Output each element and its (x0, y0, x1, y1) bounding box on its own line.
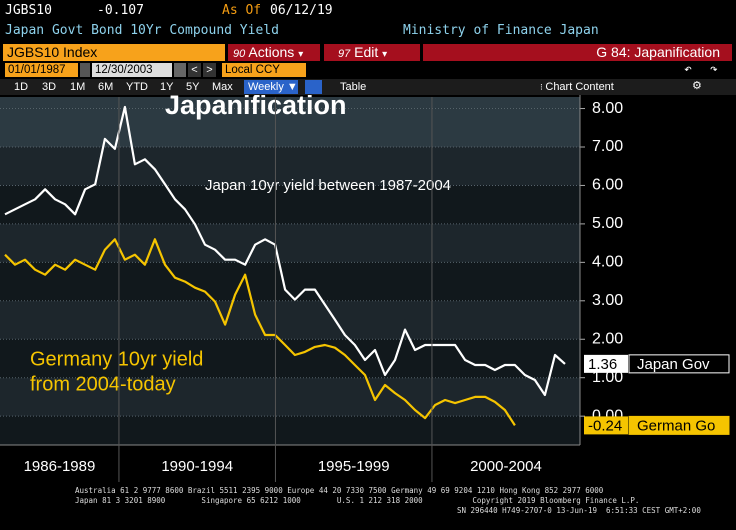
band (0, 416, 580, 445)
band (0, 223, 580, 263)
end-date-text: 12/30/2003 (95, 64, 153, 76)
security-tab[interactable]: JGBS10 Index (3, 44, 225, 61)
toolbar (0, 79, 736, 95)
x-period-label: 1986-1989 (24, 458, 96, 475)
x-period-label: 1990-1994 (161, 458, 233, 475)
prev-button[interactable]: < (188, 63, 201, 77)
y-tick-label: 6.00 (592, 177, 623, 194)
chart-title: Japanification (165, 90, 347, 120)
last-value-box (584, 416, 628, 435)
period-button[interactable]: 1Y (160, 81, 174, 93)
legend-box (628, 415, 730, 435)
actions-menu[interactable]: 90 Actions ▾ (228, 44, 320, 61)
y-tick-label: 2.00 (592, 330, 623, 347)
frequency-text: Weekly (248, 81, 284, 93)
y-tick-label: 8.00 (592, 100, 623, 117)
security-name: Japan Govt Bond 10Yr Compound Yield (5, 23, 279, 38)
chart-content-button[interactable]: ⁝ Chart Content (540, 81, 614, 93)
last-value: -0.107 (97, 3, 144, 18)
source: Ministry of Finance Japan (403, 23, 599, 38)
bands (0, 97, 580, 445)
period-button[interactable]: 6M (98, 81, 114, 93)
start-date[interactable]: 01/01/1987 (5, 63, 78, 77)
redo-icon[interactable]: ↷ (710, 62, 718, 77)
y-tick-label: 5.00 (592, 215, 623, 232)
currency-select[interactable]: Local CCY (222, 63, 306, 77)
ticker: JGBS10 (5, 3, 52, 18)
series-line (4, 105, 566, 397)
legend-entry: Japan Gov (637, 356, 710, 373)
annotation: Japan 10yr yield between 1987-2004 (205, 177, 451, 194)
start-date-text: 01/01/1987 (8, 64, 66, 76)
as-of-date: 06/12/19 (270, 3, 333, 18)
page-label: G 84: Japanification (596, 44, 720, 60)
end-date[interactable]: 12/30/2003 (92, 63, 172, 77)
page-tab: G 84: Japanification (423, 44, 732, 61)
chart-content-text: Chart Content (545, 81, 614, 93)
band (0, 339, 580, 378)
menu-label: Edit (354, 44, 379, 60)
footer-line: Japan 81 3 3201 8900 Singapore 65 6212 1… (75, 496, 640, 505)
band (0, 97, 580, 109)
frequency-select[interactable]: Weekly ▼ (244, 80, 298, 94)
period-button[interactable]: 3D (42, 81, 57, 93)
last-value-label: 1.36 (588, 356, 617, 373)
menu-code: 97 (338, 48, 351, 60)
settings-icon[interactable]: ⚙ (692, 80, 702, 92)
chart-icon[interactable] (305, 80, 322, 94)
as-of-label: As Of (222, 3, 262, 18)
y-tick-label: 3.00 (592, 292, 623, 309)
x-axis: 1986-1989 1990-1994 1995-1999 2000-2004 (0, 97, 580, 482)
series-line (4, 238, 516, 426)
legend-box (628, 354, 730, 374)
y-axis: 0.001.002.003.004.005.006.007.008.001.36… (579, 95, 730, 445)
lines (4, 105, 566, 426)
band (0, 300, 580, 340)
security-label: JGBS10 Index (7, 44, 98, 60)
footer-line: Australia 61 2 9777 8600 Brazil 5511 239… (75, 486, 604, 495)
y-tick-label: 1.00 (592, 369, 623, 386)
period-button[interactable]: 1D (14, 81, 29, 93)
period-button[interactable]: YTD (126, 81, 148, 93)
period-button[interactable]: 1M (70, 81, 86, 93)
x-period-label: 2000-2004 (470, 458, 542, 475)
period-button[interactable]: Max (212, 81, 233, 93)
last-value-box (584, 354, 628, 373)
menu-code: 90 (233, 48, 246, 60)
range-separator (80, 63, 90, 77)
menu-label: Actions (248, 44, 295, 60)
next-button[interactable]: > (203, 63, 216, 77)
footer-line: SN 296440 H749-2707-0 13-Jun-19 6:51:33 … (457, 506, 701, 515)
currency-text: Local CCY (225, 64, 280, 76)
edit-menu[interactable]: 97 Edit ▾ (324, 44, 420, 61)
x-period-label: 1995-1999 (318, 458, 390, 475)
annotation: Germany 10yr yield (30, 348, 203, 370)
annotation: from 2004-today (30, 373, 176, 395)
y-tick-label: 4.00 (592, 254, 623, 271)
band (0, 185, 580, 224)
y-tick-label: 7.00 (592, 138, 623, 155)
table-button[interactable]: Table (340, 81, 367, 93)
period-button[interactable]: 5Y (186, 81, 200, 93)
band (0, 108, 580, 147)
calendar-icon[interactable] (174, 63, 186, 77)
legend-entry: German Go (637, 417, 715, 434)
undo-icon[interactable]: ↶ (684, 62, 692, 77)
last-value-label: -0.24 (588, 417, 622, 434)
grid (0, 108, 580, 417)
